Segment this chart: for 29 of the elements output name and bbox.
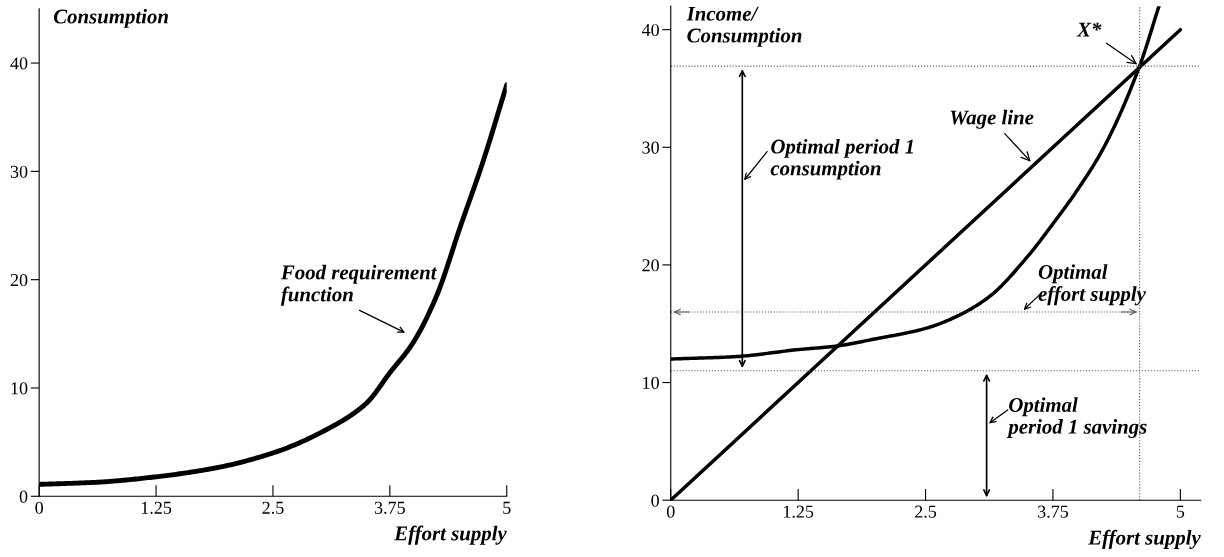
- annotation: Food requirement function: [280, 264, 438, 306]
- annotation: X*: [1076, 22, 1102, 37]
- x-tick-label: 5: [503, 501, 511, 514]
- x-tick-label: 1.25: [141, 501, 172, 514]
- x-tick-label: 3.75: [374, 501, 405, 514]
- x-tick-label: 5: [1176, 505, 1185, 518]
- y-tick-label: 10: [643, 376, 659, 389]
- y-axis-title: Income/ Consumption: [686, 6, 802, 47]
- y-tick-label: 40: [10, 57, 28, 70]
- y-tick-label: 20: [642, 259, 659, 272]
- x-tick-label: 0: [666, 505, 675, 518]
- y-tick-label: 30: [10, 165, 28, 178]
- y-tick-label: 40: [641, 23, 659, 37]
- annotation: Optimal effort supply: [1038, 264, 1146, 306]
- x-tick-label: 2.5: [262, 501, 284, 514]
- x-tick-label: 3.75: [1038, 505, 1069, 518]
- y-tick-label: 30: [642, 141, 659, 154]
- x-tick-label: 1.25: [783, 505, 814, 518]
- annotation: Optimal period 1 savings: [1006, 397, 1147, 439]
- y-tick-label: 0: [19, 490, 28, 503]
- annotation: Wage line: [950, 109, 1034, 129]
- x-tick-label: 0: [35, 501, 43, 514]
- x-axis-title: Effort supply: [1088, 529, 1201, 549]
- x-axis-title: Effort supply: [394, 525, 507, 545]
- y-tick-label: 10: [11, 382, 28, 395]
- y-axis-title: Consumption: [53, 8, 168, 28]
- x-tick-label: 2.5: [915, 505, 937, 518]
- annotation: Optimal period 1 consumption: [770, 138, 913, 180]
- y-tick-label: 20: [10, 273, 28, 287]
